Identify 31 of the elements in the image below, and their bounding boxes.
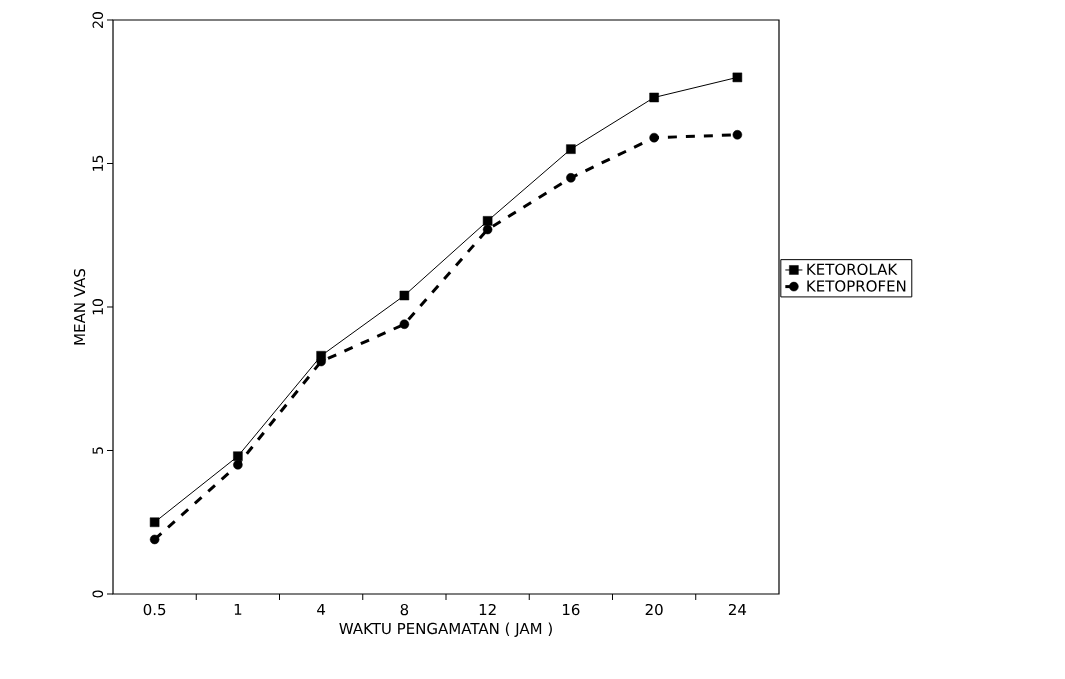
point: [233, 451, 243, 461]
point: [149, 534, 160, 545]
legend-label: KETOPROFEN: [807, 280, 906, 292]
point: [399, 319, 410, 329]
x-axis-title: WAKTU PENGAMATAN ( JAM ): [339, 622, 552, 637]
point: [233, 460, 243, 470]
x-tick-label: 20: [645, 603, 663, 616]
legend-label: KETOROLAK: [807, 263, 898, 276]
x-tick-label: 12: [479, 603, 496, 616]
x-tick-label: 1: [234, 603, 242, 615]
x-tick-label: 24: [728, 603, 747, 616]
x-tick-label: 0.5: [143, 603, 166, 616]
point: [566, 144, 576, 154]
point: [149, 517, 160, 527]
y-tick-label: 10: [92, 299, 104, 315]
y-tick-label: 5: [92, 447, 104, 454]
point: [482, 216, 493, 226]
point: [566, 173, 576, 183]
y-tick-label: 15: [92, 155, 104, 171]
point: [649, 92, 659, 103]
y-axis-title: MEAN VAS: [73, 268, 86, 345]
point: [732, 130, 743, 140]
x-tick-label: 8: [400, 603, 409, 616]
point: [482, 224, 493, 235]
point: [399, 290, 410, 301]
x-tick-label: 4: [317, 603, 326, 615]
point: [732, 72, 743, 83]
y-tick-label: 20: [92, 12, 104, 28]
point: [649, 132, 659, 143]
x-tick-label: 16: [562, 603, 580, 616]
y-tick-label: 0: [92, 590, 104, 598]
